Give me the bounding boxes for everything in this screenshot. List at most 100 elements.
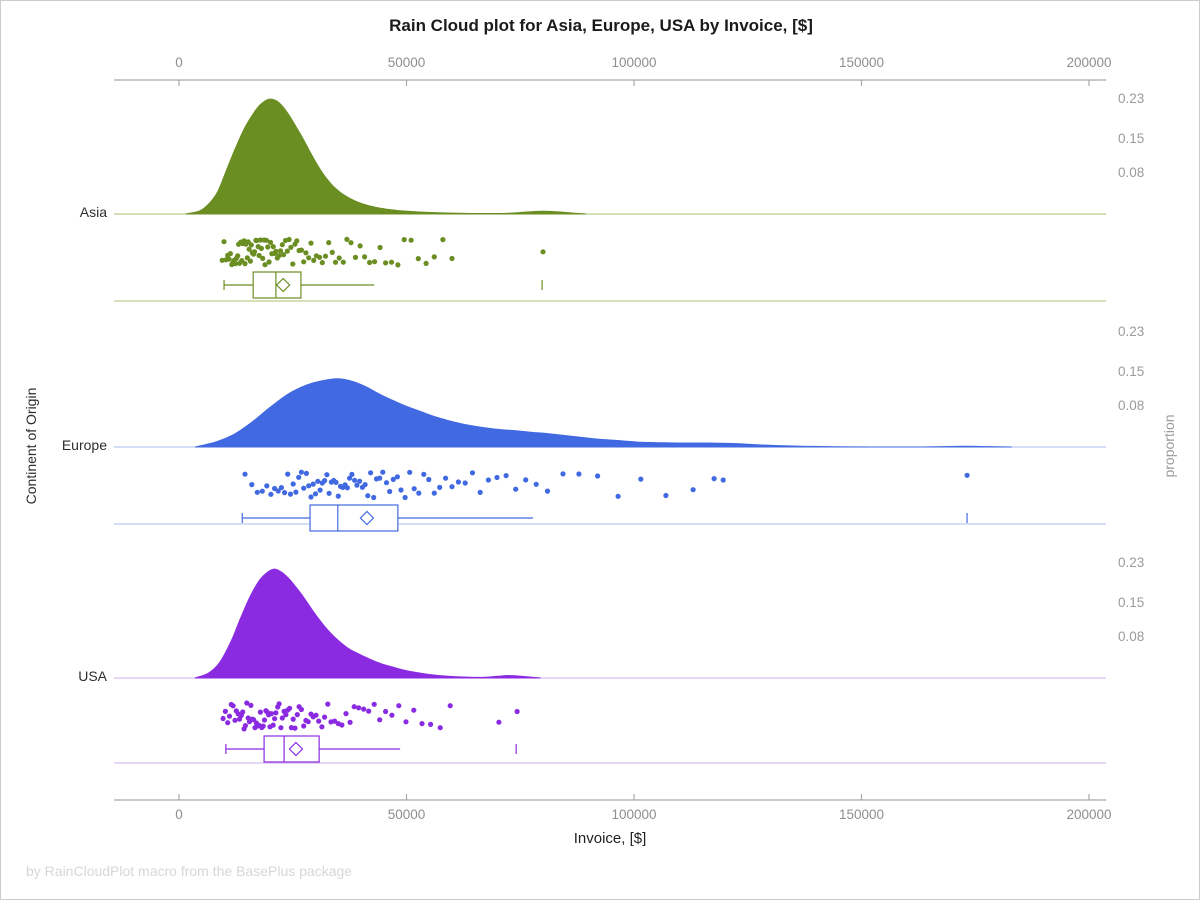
- data-point: [226, 713, 233, 719]
- data-point: [348, 240, 354, 246]
- data-point: [407, 469, 413, 475]
- data-point: [340, 259, 346, 265]
- top-x-tick-label: 200000: [1066, 55, 1112, 70]
- data-point: [251, 249, 258, 255]
- data-point: [357, 478, 363, 484]
- data-point: [362, 482, 368, 488]
- data-point: [303, 470, 309, 476]
- data-point: [273, 248, 279, 254]
- data-point: [248, 242, 254, 248]
- proportion-tick-label: 0.23: [1118, 555, 1145, 571]
- data-point: [496, 719, 502, 725]
- data-point: [263, 237, 269, 243]
- data-point: [615, 493, 621, 499]
- data-point: [431, 490, 437, 496]
- data-point: [423, 260, 429, 266]
- data-point: [294, 238, 300, 244]
- data-point: [494, 474, 500, 481]
- data-point: [371, 701, 377, 707]
- data-point: [308, 494, 314, 500]
- data-point: [347, 719, 353, 725]
- data-point: [279, 715, 285, 721]
- data-point: [285, 471, 291, 477]
- data-point: [278, 725, 284, 731]
- data-point: [329, 249, 335, 255]
- density-asia: [185, 98, 587, 215]
- data-point: [377, 717, 383, 723]
- bottom-x-tick-label: 200000: [1066, 807, 1112, 822]
- data-point: [449, 255, 455, 262]
- data-point: [257, 709, 263, 715]
- data-point: [462, 480, 468, 486]
- data-point: [298, 706, 304, 713]
- data-point: [284, 248, 290, 254]
- data-point: [595, 473, 601, 479]
- data-point: [279, 242, 285, 248]
- data-point: [416, 490, 422, 496]
- data-point: [221, 239, 227, 245]
- data-point: [270, 244, 276, 250]
- data-point: [283, 712, 289, 718]
- data-point: [319, 260, 325, 266]
- data-point: [242, 261, 248, 267]
- data-point: [313, 712, 319, 718]
- data-point: [523, 477, 529, 483]
- data-point: [368, 470, 374, 476]
- data-point: [362, 254, 368, 260]
- data-point: [395, 262, 401, 268]
- data-point: [260, 723, 266, 729]
- data-point: [503, 473, 509, 479]
- data-point: [242, 471, 248, 477]
- data-point: [275, 488, 281, 494]
- data-point: [264, 483, 270, 489]
- data-point: [380, 469, 386, 475]
- data-point: [319, 724, 325, 730]
- density-usa: [194, 568, 541, 679]
- data-point: [964, 472, 970, 478]
- data-point: [277, 248, 284, 254]
- data-point: [222, 708, 228, 715]
- data-point: [401, 237, 407, 243]
- points-asia: [219, 236, 546, 268]
- data-point: [437, 725, 443, 731]
- data-point: [292, 725, 298, 731]
- data-point: [344, 485, 350, 491]
- data-point: [259, 488, 265, 494]
- panel-europe: [114, 378, 1106, 532]
- data-point: [322, 253, 329, 259]
- proportion-tick-label: 0.08: [1118, 165, 1145, 181]
- data-point: [322, 714, 328, 720]
- data-point: [287, 705, 293, 711]
- data-point: [352, 477, 358, 483]
- data-point: [387, 488, 393, 495]
- data-point: [485, 477, 491, 483]
- panel-asia: [114, 98, 1106, 302]
- data-point: [403, 719, 409, 725]
- data-point: [227, 251, 233, 257]
- data-point: [301, 259, 307, 265]
- data-point: [455, 479, 461, 485]
- data-point: [249, 482, 255, 488]
- data-point: [312, 491, 319, 497]
- data-point: [288, 244, 294, 250]
- data-point: [663, 492, 669, 499]
- data-point: [306, 483, 312, 489]
- box-europe: [241, 504, 968, 532]
- data-point: [281, 252, 287, 258]
- bottom-x-tick-label: 50000: [387, 807, 426, 822]
- data-point: [287, 491, 294, 497]
- data-point: [361, 706, 367, 712]
- data-point: [332, 718, 338, 724]
- proportion-tick-label: 0.15: [1118, 594, 1145, 610]
- data-point: [411, 486, 417, 492]
- data-point: [408, 237, 414, 243]
- data-point: [372, 259, 378, 265]
- data-point: [235, 253, 241, 259]
- data-point: [428, 721, 434, 728]
- data-point: [260, 255, 266, 261]
- data-point: [415, 256, 421, 262]
- data-point: [638, 476, 644, 482]
- category-label-usa: USA: [78, 668, 107, 684]
- data-point: [349, 471, 355, 477]
- data-point: [335, 493, 341, 499]
